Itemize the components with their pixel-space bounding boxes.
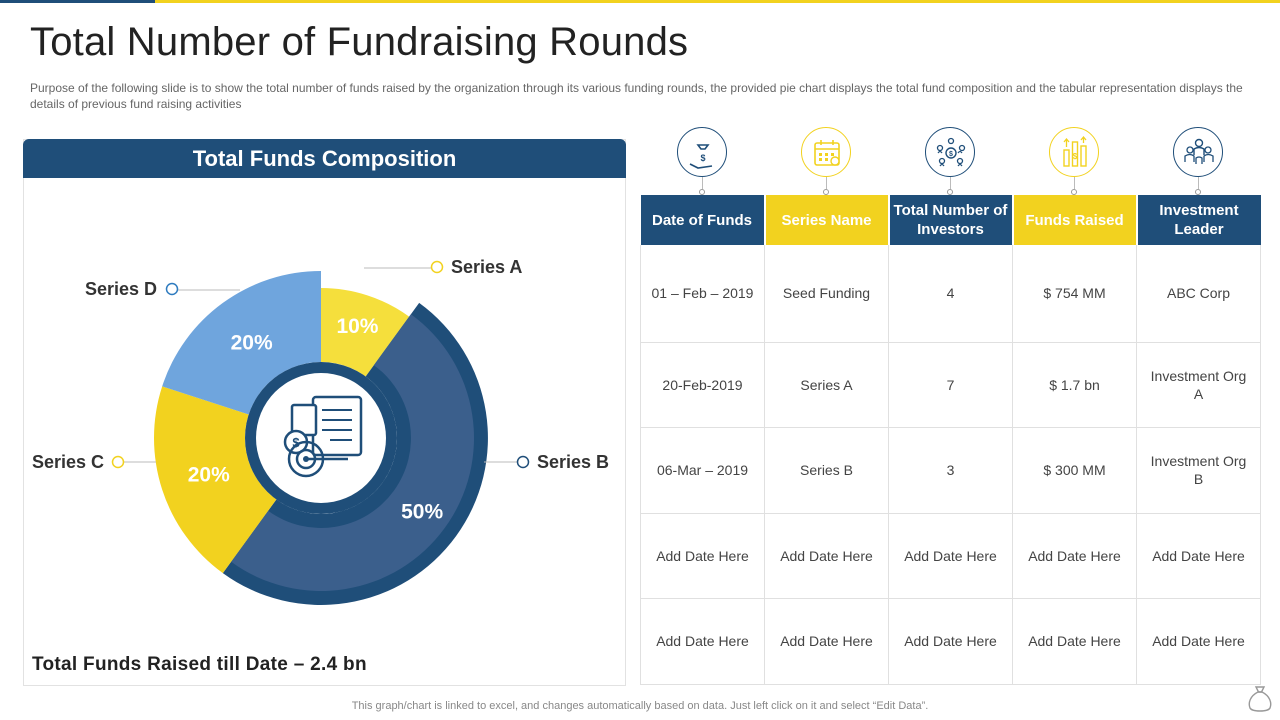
investors-network-icon: $: [925, 127, 975, 177]
table-cell: Add Date Here: [1136, 598, 1261, 685]
total-funds-raised-text: Total Funds Raised till Date – 2.4 bn: [32, 654, 367, 675]
financial-report-icon: $: [283, 395, 363, 478]
icon-connector: [1073, 177, 1075, 189]
table-cell: Add Date Here: [888, 598, 1013, 685]
header-investment-leader: Investment Leader: [1136, 195, 1261, 245]
money-bag-icon: $: [677, 127, 727, 177]
donut-callouts: Series A Series B Series C Series D: [32, 257, 609, 472]
table-cell: $ 300 MM: [1012, 427, 1137, 514]
donut-slice-series-d: [162, 271, 321, 415]
table-cell: Add Date Here: [764, 513, 889, 599]
icon-connector-dot: [947, 189, 953, 195]
table-cell: Seed Funding: [764, 245, 889, 343]
donut-slice-series-c: [154, 386, 277, 574]
table-cell: Investment Org B: [1136, 427, 1261, 514]
table-cell: Add Date Here: [1136, 513, 1261, 599]
table-header-row: Date of Funds Series Name Total Number o…: [640, 195, 1261, 245]
table-cell: Add Date Here: [1012, 513, 1137, 599]
table-cell: $ 754 MM: [1012, 245, 1137, 343]
table-cell: Add Date Here: [1012, 598, 1137, 685]
slide-title: Total Number of Fundraising Rounds: [30, 20, 689, 64]
table-cell: 3: [888, 427, 1013, 514]
svg-text:$: $: [949, 151, 953, 158]
table-row: Add Date Here Add Date Here Add Date Her…: [640, 513, 1261, 599]
table-cell: 06-Mar – 2019: [640, 427, 765, 514]
icon-connector-dot: [699, 189, 705, 195]
table-cell: 20-Feb-2019: [640, 342, 765, 428]
top-accent-bar-navy: [0, 0, 155, 3]
table-row: 06-Mar – 2019 Series B 3 $ 300 MM Invest…: [640, 427, 1261, 514]
legend-label: Series A: [451, 257, 522, 277]
donut-hole: [256, 373, 386, 503]
slice-value-label: 20%: [231, 332, 273, 355]
slice-value-label: 10%: [336, 315, 378, 338]
icon-connector-dot: [823, 189, 829, 195]
icon-connector: [825, 177, 827, 189]
header-funds-raised: Funds Raised: [1012, 195, 1138, 245]
table-cell: Investment Org A: [1136, 342, 1261, 428]
icon-connector: [701, 177, 703, 189]
icon-connector-dot: [1195, 189, 1201, 195]
funds-table: Date of Funds Series Name Total Number o…: [640, 195, 1261, 685]
footnote: This graph/chart is linked to excel, and…: [351, 700, 929, 712]
table-cell: Add Date Here: [640, 598, 765, 685]
table-cell: ABC Corp: [1136, 245, 1261, 343]
callout-series-c: Series C: [32, 452, 156, 472]
donut-slices: 10% 50% 20% 20%: [154, 271, 488, 605]
slice-value-label: 20%: [188, 463, 230, 486]
table-row: 20-Feb-2019 Series A 7 $ 1.7 bn Investme…: [640, 342, 1261, 428]
svg-text:$: $: [1073, 152, 1078, 161]
header-date-of-funds: Date of Funds: [640, 195, 766, 245]
table-cell: Add Date Here: [640, 513, 765, 599]
table-cell: 4: [888, 245, 1013, 343]
table-cell: Series B: [764, 427, 889, 514]
icon-connector: [1197, 177, 1199, 189]
legend-label: Series B: [537, 452, 609, 472]
team-leader-icon: [1173, 127, 1223, 177]
calendar-icon: [801, 127, 851, 177]
table-row: Add Date Here Add Date Here Add Date Her…: [640, 598, 1261, 685]
table-cell: 01 – Feb – 2019: [640, 245, 765, 343]
slide-subtitle: Purpose of the following slide is to sho…: [30, 81, 1243, 111]
top-accent-bar-yellow: [155, 0, 1280, 3]
table-cell: 7: [888, 342, 1013, 428]
header-series-name: Series Name: [764, 195, 890, 245]
icon-connector-dot: [1071, 189, 1077, 195]
svg-text:$: $: [700, 153, 705, 163]
callout-series-b: Series B: [484, 452, 609, 472]
legend-label: Series C: [32, 452, 104, 472]
slice-value-label: 50%: [401, 500, 443, 523]
callout-series-d: Series D: [85, 279, 240, 299]
money-bag-outline-icon: [1248, 686, 1272, 712]
header-total-investors: Total Number of Investors: [888, 195, 1014, 245]
donut-slice-series-b-inner: [231, 314, 475, 592]
table-cell: Add Date Here: [888, 513, 1013, 599]
funds-growth-icon: $: [1049, 127, 1099, 177]
legend-label: Series D: [85, 279, 157, 299]
donut-slice-series-a: [321, 288, 410, 377]
svg-text:$: $: [292, 435, 300, 450]
table-cell: $ 1.7 bn: [1012, 342, 1137, 428]
callout-series-a: Series A: [364, 257, 522, 277]
panel-header: Total Funds Composition: [23, 139, 626, 178]
table-cell: Series A: [764, 342, 889, 428]
table-cell: Add Date Here: [764, 598, 889, 685]
table-row: 01 – Feb – 2019 Seed Funding 4 $ 754 MM …: [640, 245, 1261, 343]
icon-connector: [949, 177, 951, 189]
